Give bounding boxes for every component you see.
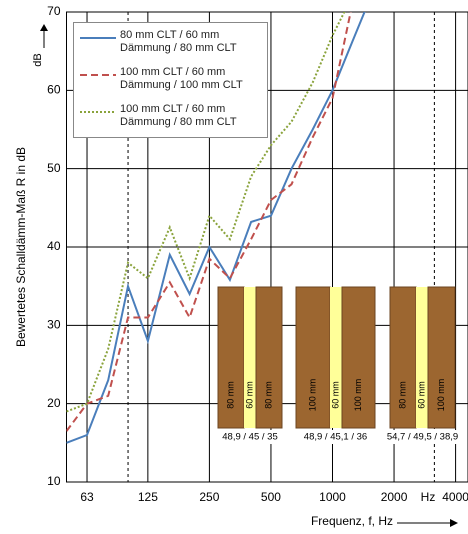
construction-label: 48,9 / 45 / 35 xyxy=(222,432,277,443)
layer xyxy=(341,286,376,429)
legend-entry: 100 mm CLT / 60 mm Dämmung / 100 mm CLT xyxy=(74,66,267,98)
x-tick-label: 2000 xyxy=(381,490,408,504)
y-arrow-head xyxy=(40,24,48,31)
y-tick-label: 60 xyxy=(47,83,61,97)
x-tick-label: 1000 xyxy=(319,490,346,504)
legend-entry: 80 mm CLT / 60 mm Dämmung / 80 mm CLT xyxy=(74,29,267,61)
layer xyxy=(217,286,245,429)
layer xyxy=(416,287,428,428)
series-line xyxy=(66,12,366,444)
layer xyxy=(244,287,256,428)
construction-label-bg xyxy=(386,430,459,444)
y-tick-label: 40 xyxy=(47,239,61,253)
y-tick-label: 20 xyxy=(47,396,61,410)
layer-label: 60 mm xyxy=(330,381,340,409)
series-line xyxy=(66,12,352,432)
legend-swatch xyxy=(80,111,116,113)
layer xyxy=(330,287,342,428)
construction-label: 54,7 / 49,5 / 38,9 xyxy=(387,432,458,443)
legend: 80 mm CLT / 60 mm Dämmung / 80 mm CLT 100… xyxy=(73,22,268,138)
layer xyxy=(295,286,331,429)
y-tick-label: 30 xyxy=(47,318,61,332)
y-tick-label: 10 xyxy=(47,474,61,488)
construction-label-bg xyxy=(299,430,372,444)
y-axis-title: Bewertetes Schalldämm-Maß R in dB xyxy=(14,147,28,347)
layer-label: 80 mm xyxy=(397,381,407,409)
legend-swatch xyxy=(80,37,116,39)
x-unit: Hz xyxy=(421,490,436,504)
legend-label: 80 mm CLT / 60 mm Dämmung / 80 mm CLT xyxy=(120,29,237,54)
x-tick-label: 125 xyxy=(138,490,158,504)
layer xyxy=(255,286,283,429)
y-unit: dB xyxy=(32,53,44,66)
x-tick-label: 250 xyxy=(199,490,219,504)
x-tick-label: 63 xyxy=(80,490,94,504)
layer-label: 100 mm xyxy=(307,379,317,412)
layer-label: 100 mm xyxy=(436,379,446,412)
layer-label: 80 mm xyxy=(263,381,273,409)
y-tick-label: 50 xyxy=(47,161,61,175)
layer xyxy=(427,286,456,429)
legend-label: 100 mm CLT / 60 mm Dämmung / 100 mm CLT xyxy=(120,66,243,91)
x-tick-label: 500 xyxy=(261,490,281,504)
legend-label: 100 mm CLT / 60 mm Dämmung / 80 mm CLT xyxy=(120,103,237,128)
x-axis-title: Frequenz, f, Hz xyxy=(311,514,393,528)
legend-swatch xyxy=(80,74,116,76)
plot-frame xyxy=(66,11,468,483)
legend-entry: 100 mm CLT / 60 mm Dämmung / 80 mm CLT xyxy=(74,103,267,135)
layer-label: 100 mm xyxy=(353,379,363,412)
layer-label: 60 mm xyxy=(244,381,254,409)
series-line xyxy=(66,12,346,413)
layer-label: 80 mm xyxy=(225,381,235,409)
x-arrow-head xyxy=(450,519,458,527)
y-tick-label: 70 xyxy=(47,4,61,18)
layer xyxy=(389,286,417,429)
layer-label: 60 mm xyxy=(416,381,426,409)
construction-label: 48,9 / 45,1 / 36 xyxy=(304,432,367,443)
x-tick-label: 4000 xyxy=(442,490,468,504)
construction-label-bg xyxy=(214,430,286,444)
